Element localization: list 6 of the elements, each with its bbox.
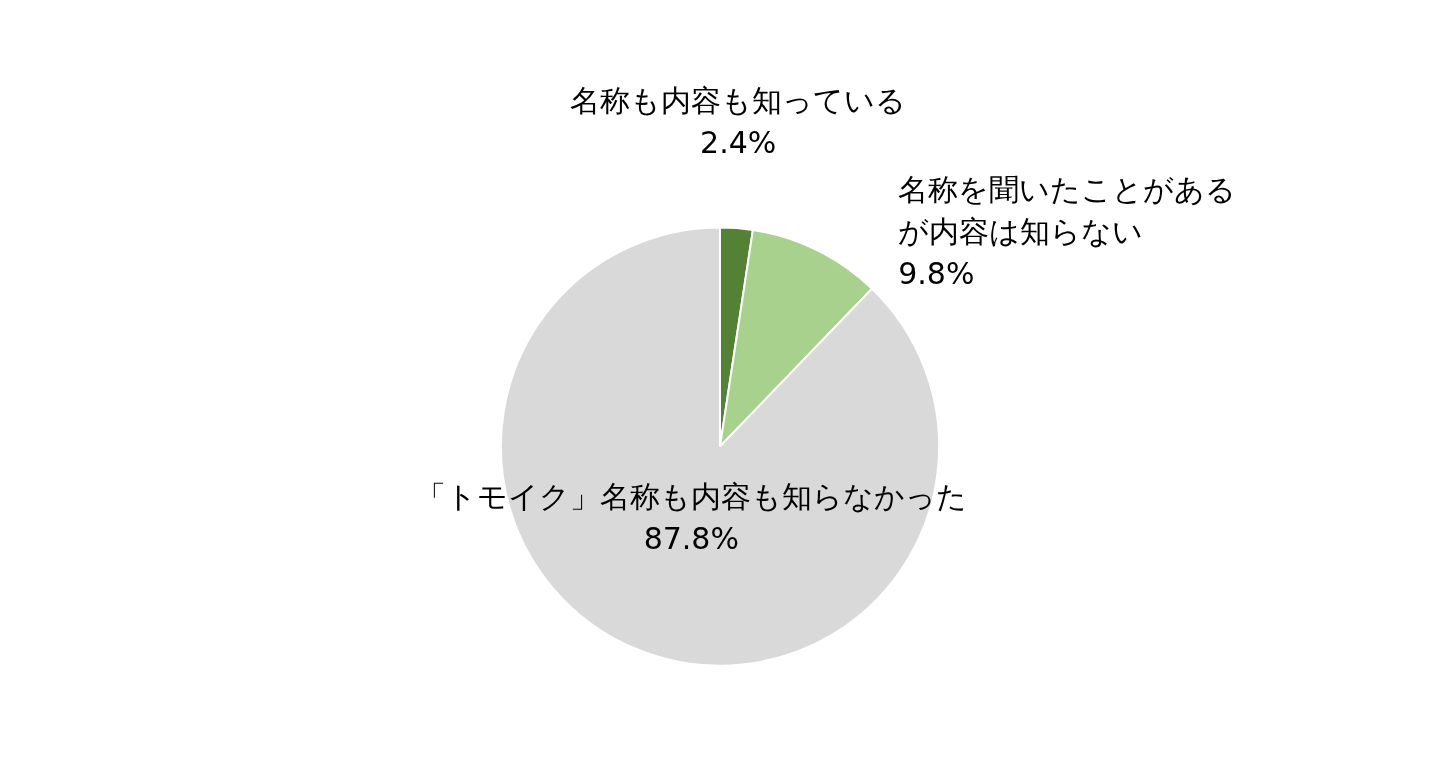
slice-label: 「トモイク」名称も内容も知らなかった (415, 478, 967, 514)
data-label: 87.8% (643, 520, 739, 556)
data-label: 2.4% (700, 124, 777, 160)
data-label: 9.8% (898, 255, 975, 291)
slice-label: 名称を聞いたことがあるが内容は知らない (898, 171, 1237, 249)
slice-label: 名称も内容も知っている (570, 82, 907, 118)
